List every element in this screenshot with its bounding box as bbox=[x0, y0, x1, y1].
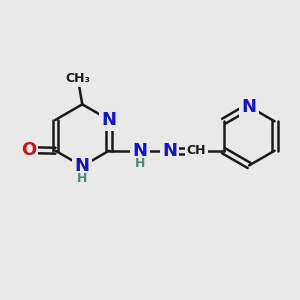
Text: H: H bbox=[76, 172, 87, 185]
Text: CH₃: CH₃ bbox=[65, 72, 90, 85]
Text: N: N bbox=[242, 98, 256, 116]
Text: N: N bbox=[162, 142, 177, 160]
Text: O: O bbox=[21, 141, 36, 159]
Text: N: N bbox=[133, 142, 148, 160]
Text: H: H bbox=[135, 157, 145, 169]
Text: CH: CH bbox=[187, 144, 206, 157]
Text: N: N bbox=[75, 157, 90, 175]
Text: N: N bbox=[102, 111, 117, 129]
